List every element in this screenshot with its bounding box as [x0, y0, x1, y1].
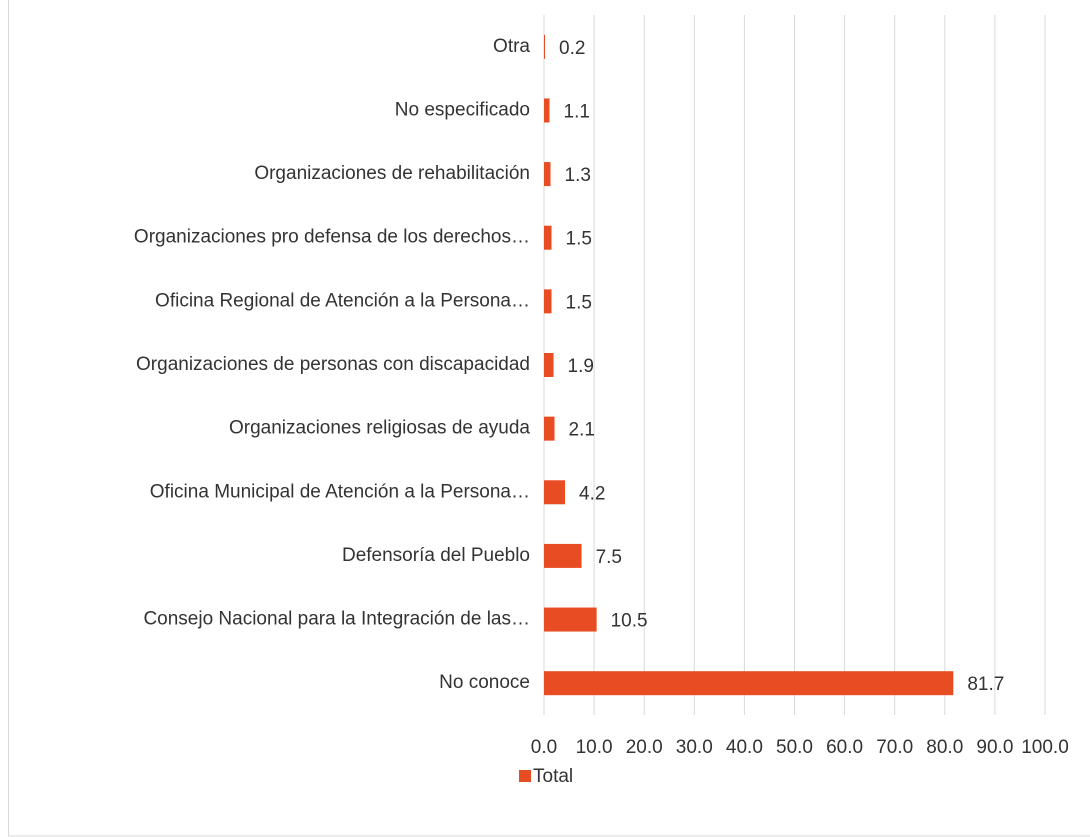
x-tick-label: 100.0 [1021, 737, 1069, 758]
data-label: 81.7 [967, 674, 1004, 695]
bar [544, 671, 954, 696]
bar [544, 480, 566, 505]
bar [544, 543, 582, 568]
x-tick-label: 90.0 [976, 737, 1013, 758]
y-tick-label: Consejo Nacional para la Integración de … [143, 609, 530, 630]
chart-frame [8, 0, 1090, 837]
bar [544, 416, 555, 441]
y-tick-label: No conoce [439, 672, 530, 693]
x-tick-label: 30.0 [676, 737, 713, 758]
bar [544, 162, 551, 187]
x-tick-label: 20.0 [626, 737, 663, 758]
x-tick-label: 50.0 [776, 737, 813, 758]
legend-label: Total [533, 766, 573, 787]
bar [544, 353, 554, 377]
data-label: 1.9 [568, 356, 594, 377]
bar [544, 607, 597, 632]
bar [544, 98, 550, 123]
data-label: 10.5 [611, 611, 648, 632]
y-tick-label: Organizaciones religiosas de ayuda [229, 418, 530, 439]
data-label: 1.1 [564, 101, 590, 122]
y-tick-label: No especificado [395, 99, 530, 120]
data-label: 7.5 [596, 547, 622, 568]
y-tick-label: Organizaciones pro defensa de los derech… [134, 227, 530, 248]
y-tick-label: Oficina Municipal de Atención a la Perso… [150, 481, 530, 502]
x-tick-label: 80.0 [926, 737, 963, 758]
data-label: 1.5 [566, 292, 592, 313]
data-label: 4.2 [579, 483, 605, 504]
x-tick-label: 10.0 [576, 737, 613, 758]
legend-swatch [519, 770, 531, 782]
y-tick-label: Defensoría del Pueblo [342, 545, 530, 566]
y-tick-label: Organizaciones de rehabilitación [254, 163, 530, 184]
bar [544, 34, 546, 59]
y-tick-label: Oficina Regional de Atención a la Person… [155, 290, 530, 311]
x-tick-label: 70.0 [876, 737, 913, 758]
y-tick-label: Otra [493, 36, 530, 57]
bar [544, 225, 552, 250]
bar [544, 289, 552, 314]
x-tick-label: 40.0 [726, 737, 763, 758]
data-label: 1.5 [566, 229, 592, 250]
y-tick-label: Organizaciones de personas con discapaci… [136, 354, 530, 375]
x-tick-label: 0.0 [531, 737, 557, 758]
x-tick-label: 60.0 [826, 737, 863, 758]
data-label: 0.2 [559, 38, 585, 59]
data-label: 2.1 [569, 420, 595, 441]
data-label: 1.3 [565, 165, 591, 186]
